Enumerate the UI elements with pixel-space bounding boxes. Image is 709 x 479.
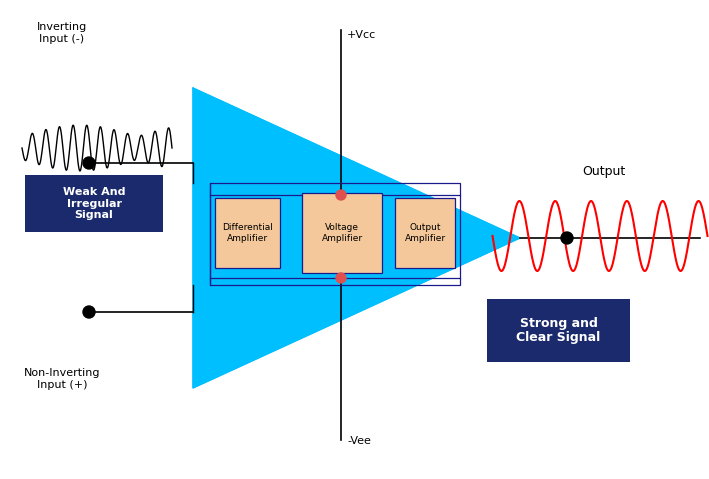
Circle shape (561, 232, 573, 244)
FancyBboxPatch shape (395, 198, 455, 268)
Text: Output
Amplifier: Output Amplifier (404, 223, 445, 243)
Circle shape (83, 157, 95, 169)
Text: Voltage
Amplifier: Voltage Amplifier (321, 223, 362, 243)
Polygon shape (193, 88, 520, 388)
Text: Output: Output (582, 165, 625, 178)
FancyBboxPatch shape (25, 175, 163, 232)
FancyBboxPatch shape (302, 193, 382, 273)
Circle shape (336, 190, 346, 200)
FancyBboxPatch shape (487, 299, 630, 362)
FancyBboxPatch shape (215, 198, 280, 268)
Circle shape (83, 306, 95, 318)
Text: +Vcc: +Vcc (347, 30, 376, 40)
Text: Differential
Amplifier: Differential Amplifier (222, 223, 273, 243)
Text: Strong and
Clear Signal: Strong and Clear Signal (516, 317, 601, 344)
Circle shape (336, 273, 346, 283)
Text: -Vee: -Vee (347, 436, 371, 446)
Text: Non-Inverting
Input (+): Non-Inverting Input (+) (23, 368, 100, 389)
Text: Inverting
Input (-): Inverting Input (-) (37, 22, 87, 44)
Text: Weak And
Irregular
Signal: Weak And Irregular Signal (63, 187, 125, 220)
